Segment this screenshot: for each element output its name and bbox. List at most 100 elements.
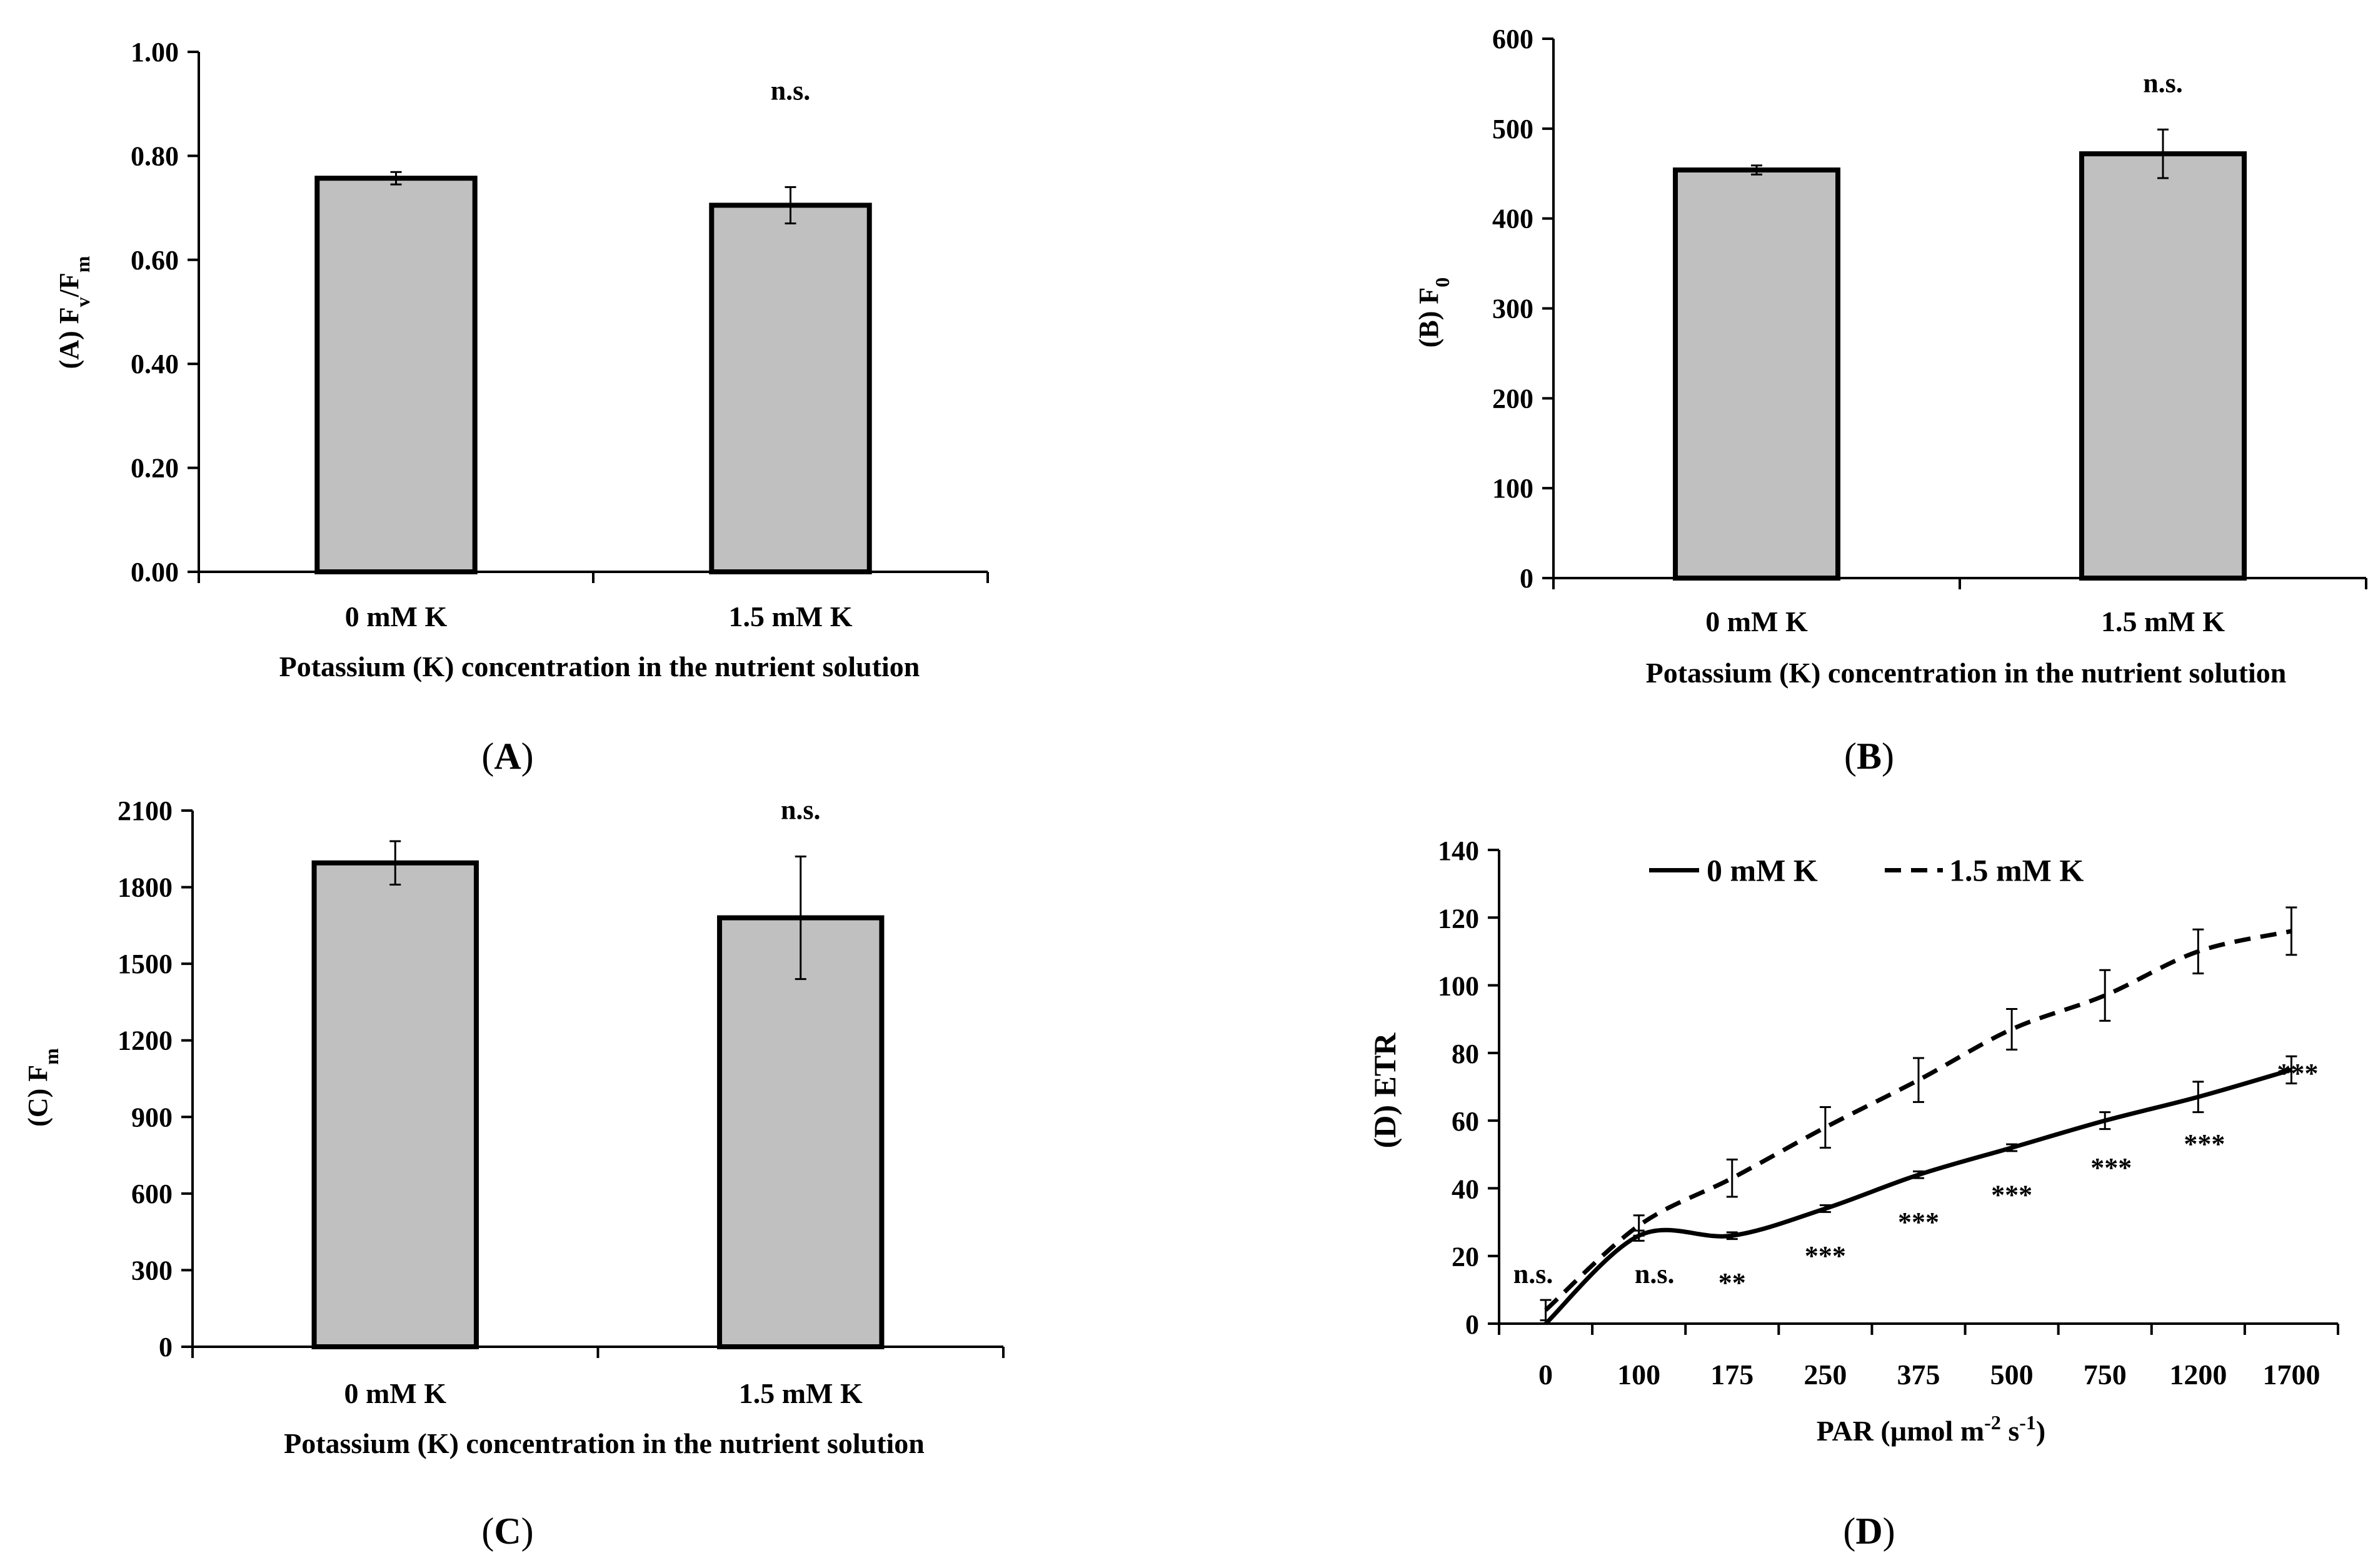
y-tick-label: 600 xyxy=(131,1179,173,1209)
x-axis-title: Potassium (K) concentration in the nutri… xyxy=(284,1427,925,1459)
y-tick-label: 400 xyxy=(1492,204,1533,234)
significance-label: n.s. xyxy=(1635,1259,1675,1289)
y-tick-label: 300 xyxy=(1492,294,1533,324)
bar xyxy=(709,202,872,574)
bar xyxy=(314,176,478,574)
significance-label: *** xyxy=(1898,1207,1939,1237)
panel-caption-open: ( xyxy=(481,1511,494,1552)
x-tick-label: 500 xyxy=(1990,1359,2034,1391)
y-tick-label: 300 xyxy=(131,1255,173,1286)
y-axis-title: (A) Fv/Fm xyxy=(54,256,94,369)
y-tick-label: 1200 xyxy=(118,1026,173,1056)
y-tick-label: 100 xyxy=(1438,971,1479,1002)
y-tick-label: 0 xyxy=(1465,1309,1479,1340)
y-tick-label: 0.20 xyxy=(131,453,179,484)
series-line-dashed xyxy=(1544,929,2292,1312)
y-tick-label: 0 xyxy=(1520,563,1533,594)
panel-caption-open: ( xyxy=(1844,736,1857,777)
panel-caption-letter: C xyxy=(494,1511,521,1552)
panel-caption: (B) xyxy=(1844,736,1894,777)
y-axis-title: (D) ETR xyxy=(1367,1032,1402,1149)
y-title-main: (C) F xyxy=(23,1065,53,1127)
y-title-main: (A) F xyxy=(54,307,84,369)
significance-label: *** xyxy=(2090,1152,2132,1183)
significance-label: n.s. xyxy=(1513,1259,1553,1289)
panel-caption-letter: D xyxy=(1855,1511,1882,1552)
y-tick-label: 200 xyxy=(1492,383,1533,414)
y-tick-label: 900 xyxy=(131,1102,173,1132)
x-tick-label: 0 xyxy=(1538,1359,1553,1391)
significance-label: *** xyxy=(1991,1179,2032,1210)
panel-caption-open: ( xyxy=(1843,1511,1855,1552)
y-tick-label: 80 xyxy=(1452,1039,1479,1069)
panel-caption-letter: B xyxy=(1857,736,1882,777)
y-tick-label: 500 xyxy=(1492,114,1533,144)
panel-d: 0 20 40 60 80 100 120 140 0 100 175 250 375 500 750 120… xyxy=(1367,836,2339,1552)
x-tick-label: 1700 xyxy=(2262,1359,2320,1391)
y-tick-label: 20 xyxy=(1452,1242,1479,1272)
significance-label: *** xyxy=(2277,1058,2318,1089)
panel-caption-close: ) xyxy=(521,1511,534,1552)
panel-caption: (D) xyxy=(1843,1511,1895,1552)
x-category-label: 1.5 mM K xyxy=(2101,606,2225,637)
x-title-mid: s xyxy=(2001,1415,2019,1447)
x-title-superscript: -1 xyxy=(2019,1411,2036,1434)
bar xyxy=(311,860,479,1350)
x-category-label: 1.5 mM K xyxy=(739,1377,863,1409)
x-category-label: 0 mM K xyxy=(345,601,448,632)
significance-label: ** xyxy=(1718,1267,1746,1298)
x-title-superscript: -2 xyxy=(1984,1411,2001,1434)
y-tick-label: 2100 xyxy=(118,796,173,826)
x-category-label: 0 mM K xyxy=(1705,606,1808,637)
x-category-label: 1.5 mM K xyxy=(728,601,852,632)
x-axis-title: PAR (µmol m-2 s-1) xyxy=(1817,1411,2045,1447)
x-title-suffix: ) xyxy=(2036,1415,2045,1447)
y-title-subscript: m xyxy=(40,1048,63,1065)
panel-caption-letter: A xyxy=(494,736,521,777)
y-title-subscript: m xyxy=(71,256,94,272)
y-tick-label: 0.00 xyxy=(131,557,179,587)
y-tick-label: 600 xyxy=(1492,24,1533,54)
y-tick-label: 1.00 xyxy=(131,37,179,67)
y-tick-label: 0 xyxy=(159,1332,173,1362)
significance-annotation: n.s. xyxy=(2143,67,2183,98)
significance-annotation: n.s. xyxy=(781,795,821,826)
y-tick-label: 1800 xyxy=(118,872,173,903)
x-axis-title: Potassium (K) concentration in the nutri… xyxy=(1646,657,2287,689)
panel-caption-open: ( xyxy=(481,736,494,777)
y-tick-label: 1500 xyxy=(118,949,173,979)
y-tick-label: 40 xyxy=(1452,1174,1479,1204)
x-tick-label: 750 xyxy=(2084,1359,2127,1391)
x-axis-title: Potassium (K) concentration in the nutri… xyxy=(279,651,920,682)
x-tick-label: 175 xyxy=(1710,1359,1753,1391)
bar xyxy=(717,915,885,1349)
panel-caption-close: ) xyxy=(1882,736,1894,777)
significance-label: *** xyxy=(2184,1129,2225,1159)
x-tick-label: 250 xyxy=(1804,1359,1847,1391)
y-tick-label: 0.80 xyxy=(131,141,179,171)
y-tick-label: 60 xyxy=(1452,1106,1479,1137)
panel-b: 0 100 200 300 400 500 600 0 mM K 1.5 mM K n.s. Pot… xyxy=(1413,24,2367,777)
y-axis-title: (B) F0 xyxy=(1413,277,1453,348)
x-title-main: PAR (µmol m xyxy=(1817,1415,1984,1447)
y-tick-label: 140 xyxy=(1438,836,1479,866)
legend-label: 0 mM K xyxy=(1707,852,1818,887)
x-tick-label: 100 xyxy=(1617,1359,1660,1391)
y-title-main: (B) F xyxy=(1413,287,1444,348)
y-tick-label: 100 xyxy=(1492,473,1533,504)
bar xyxy=(2079,151,2247,581)
y-tick-label: 0.60 xyxy=(131,245,179,276)
panel-caption-close: ) xyxy=(521,736,534,777)
y-axis-title: (C) Fm xyxy=(23,1048,63,1127)
panel-caption-close: ) xyxy=(1883,1511,1895,1552)
x-tick-label: 1200 xyxy=(2169,1359,2227,1391)
y-title-slash: /F xyxy=(54,272,84,297)
panel-caption: (C) xyxy=(481,1511,533,1552)
y-tick-label: 0.40 xyxy=(131,349,179,379)
bar xyxy=(1673,167,1840,581)
panel-a: 0.00 0.20 0.40 0.60 0.80 1.00 0 mM K 1.5 mM K n.… xyxy=(54,37,989,777)
legend-label: 1.5 mM K xyxy=(1949,852,2084,887)
y-title-subscript: v xyxy=(71,297,94,307)
x-category-label: 0 mM K xyxy=(344,1377,446,1409)
significance-label: *** xyxy=(1805,1241,1846,1271)
